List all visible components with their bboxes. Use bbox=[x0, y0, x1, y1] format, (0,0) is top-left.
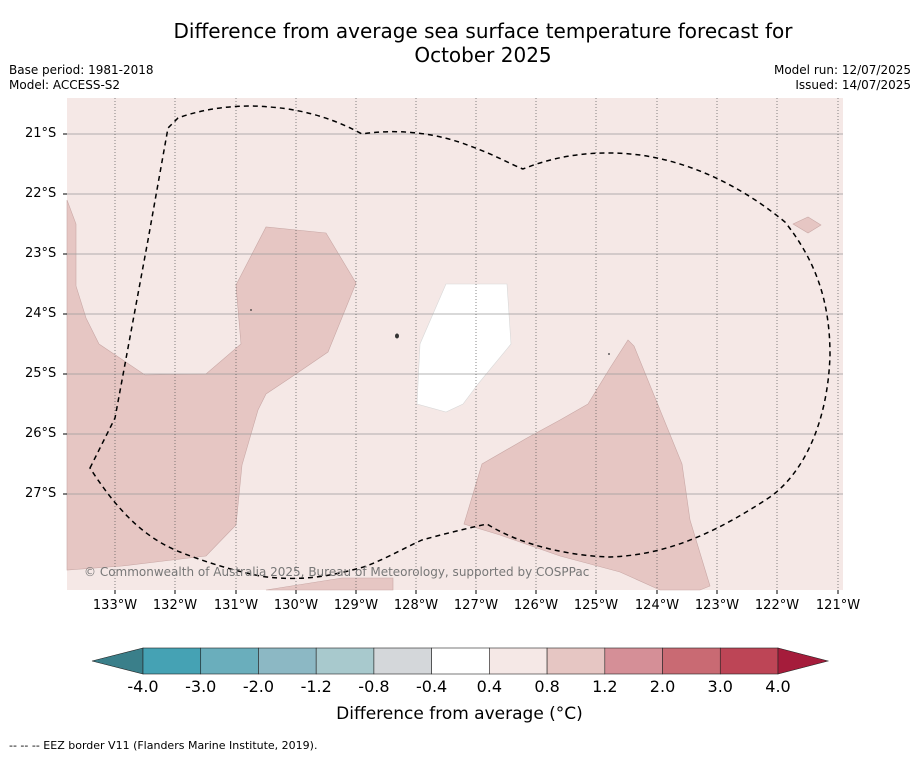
colorbar-tick-label: 4.0 bbox=[765, 677, 791, 696]
colorbar-segment bbox=[604, 647, 663, 675]
base-period-text: Base period: 1981-2018 bbox=[9, 63, 154, 77]
lon-label: 126°W bbox=[513, 598, 559, 613]
lon-label: 121°W bbox=[815, 598, 861, 613]
lon-label: 132°W bbox=[152, 598, 198, 613]
colorbar-tick-label: -1.2 bbox=[300, 677, 332, 696]
lat-label: 23°S bbox=[25, 246, 57, 261]
colorbar-tick-label: -2.0 bbox=[242, 677, 275, 696]
lon-label: 123°W bbox=[694, 598, 740, 613]
colorbar-segment bbox=[546, 647, 606, 675]
colorbar-segment bbox=[431, 647, 490, 675]
neutral-anomaly-area bbox=[416, 283, 512, 413]
colorbar bbox=[91, 647, 830, 675]
lat-label: 26°S bbox=[25, 426, 57, 441]
colorbar-tick-label: -3.0 bbox=[185, 677, 217, 696]
metadata-left: Base period: 1981-2018 Model: ACCESS-S2 bbox=[9, 63, 154, 93]
colorbar-tick-label: 0.4 bbox=[476, 677, 503, 696]
map-tick-marks bbox=[63, 133, 839, 594]
chart-title: Difference from average sea surface temp… bbox=[140, 19, 826, 67]
colorbar-tick-label: 3.0 bbox=[707, 677, 733, 696]
latitude-gridlines bbox=[67, 133, 843, 495]
warm-patch-southeast bbox=[463, 339, 711, 591]
island-marker bbox=[250, 309, 252, 311]
title-line-1: Difference from average sea surface temp… bbox=[173, 19, 793, 43]
lon-label: 125°W bbox=[573, 598, 619, 613]
metadata-right: Model run: 12/07/2025 Issued: 14/07/2025 bbox=[774, 63, 911, 93]
colorbar-segment bbox=[200, 647, 259, 675]
colorbar-segment bbox=[373, 647, 432, 675]
lon-label: 133°W bbox=[92, 598, 138, 613]
lon-label: 127°W bbox=[453, 598, 499, 613]
lat-label: 25°S bbox=[25, 366, 57, 381]
lon-label: 131°W bbox=[213, 598, 259, 613]
lon-label: 130°W bbox=[273, 598, 319, 613]
colorbar-segment bbox=[719, 647, 779, 675]
colorbar-tick-label: -0.4 bbox=[416, 677, 448, 696]
longitude-gridlines bbox=[114, 98, 839, 590]
issued-text: Issued: 14/07/2025 bbox=[795, 78, 911, 92]
lat-label: 22°S bbox=[25, 186, 57, 201]
lon-label: 124°W bbox=[634, 598, 680, 613]
island-marker bbox=[608, 353, 610, 355]
colorbar-segment bbox=[489, 647, 548, 675]
lon-label: 129°W bbox=[333, 598, 379, 613]
lat-label: 27°S bbox=[25, 486, 57, 501]
model-run-text: Model run: 12/07/2025 bbox=[773, 63, 911, 77]
colorbar-segment bbox=[142, 647, 202, 675]
lon-label: 122°W bbox=[754, 598, 800, 613]
lon-label: 128°W bbox=[393, 598, 439, 613]
colorbar-tick-label: -4.0 bbox=[127, 677, 159, 696]
colorbar-extend-low bbox=[91, 647, 144, 675]
warm-patch-small-ne bbox=[792, 216, 822, 234]
colorbar-tick-label: 1.2 bbox=[592, 677, 618, 696]
island-marker bbox=[395, 333, 399, 339]
copyright-text: © Commonwealth of Australia 2025, Bureau… bbox=[84, 565, 590, 579]
lat-label: 21°S bbox=[25, 126, 57, 141]
lat-label: 24°S bbox=[25, 306, 57, 321]
eez-border-note: -- -- -- EEZ border V11 (Flanders Marine… bbox=[9, 739, 318, 752]
colorbar-title: Difference from average (°C) bbox=[336, 704, 583, 724]
colorbar-tick-label: 0.8 bbox=[534, 677, 560, 696]
colorbar-segment bbox=[315, 647, 375, 675]
colorbar-tick-label: -0.8 bbox=[358, 677, 390, 696]
colorbar-segment bbox=[258, 647, 317, 675]
colorbar-segment bbox=[662, 647, 721, 675]
warm-patch-south bbox=[265, 577, 394, 591]
eez-border bbox=[89, 105, 831, 580]
colorbar-extend-high bbox=[777, 647, 830, 675]
colorbar-tick-label: 2.0 bbox=[649, 677, 676, 696]
model-text: Model: ACCESS-S2 bbox=[9, 78, 121, 92]
title-line-2: October 2025 bbox=[414, 43, 552, 67]
